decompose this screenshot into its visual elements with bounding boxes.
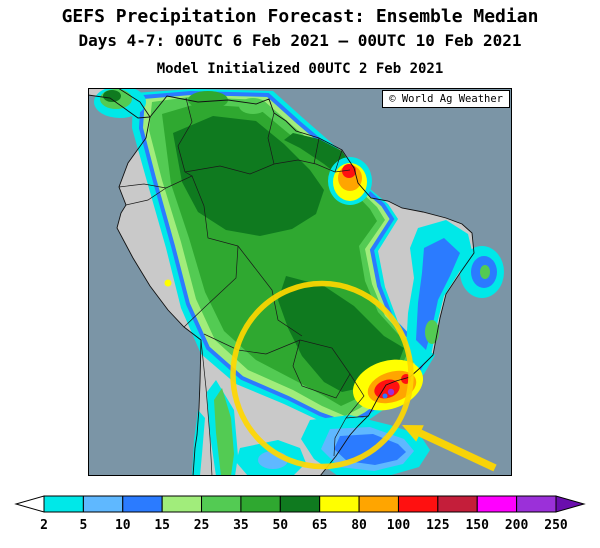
colorbar-segment-13: [516, 495, 557, 513]
highlight-arrow: [402, 425, 497, 472]
colorbar-tick-125: 125: [426, 518, 449, 533]
colorbar-tick-2: 2: [40, 518, 48, 533]
watermark-box: © World Ag Weather: [382, 90, 510, 108]
precip-northwest: [94, 88, 267, 118]
colorbar-tick-65: 65: [312, 518, 328, 533]
country-borders: [118, 97, 370, 476]
precip-main-system: [132, 89, 435, 430]
map-svg: [88, 88, 512, 476]
colorbar-tick-250: 250: [544, 518, 568, 533]
map-frame: [88, 88, 512, 476]
colorbar-segment-5: [201, 495, 242, 513]
colorbar-segment-8: [319, 495, 360, 513]
header-subtitle: Days 4-7: 00UTC 6 Feb 2021 — 00UTC 10 Fe…: [78, 31, 522, 50]
precip-andes-strips: [192, 380, 238, 476]
colorbar-tick-25: 25: [194, 518, 210, 533]
colorbar-tick-5: 5: [79, 518, 87, 533]
colorbar-right-arrow: [555, 495, 586, 513]
colorbar-segment-11: [437, 495, 478, 513]
highlight-circle: [230, 280, 414, 470]
colorbar: 2 5 10 15 25 35 50 65 80 100 125 150 200 250: [0, 492, 600, 540]
colorbar-segment-6: [240, 495, 281, 513]
colorbar-tick-80: 80: [351, 518, 367, 533]
colorbar-segment-10: [397, 495, 439, 513]
watermark-text: © World Ag Weather: [389, 93, 503, 105]
header-init-line: Model Initialized 00UTC 2 Feb 2021: [156, 61, 444, 77]
colorbar-segment-1: [43, 495, 84, 513]
header-title: GEFS Precipitation Forecast: Ensemble Me…: [61, 6, 539, 27]
colorbar-tick-15: 15: [154, 518, 170, 533]
colorbar-tick-100: 100: [387, 518, 411, 533]
colorbar-svg: 2 5 10 15 25 35 50 65 80 100 125 150 200 250: [14, 495, 586, 533]
colorbar-tick-50: 50: [272, 518, 288, 533]
colorbar-segment-4: [161, 495, 203, 513]
colorbar-segment-9: [358, 495, 399, 513]
coastline: [88, 88, 475, 476]
colorbar-tick-200: 200: [505, 518, 529, 533]
colorbar-segment-12: [476, 495, 518, 513]
colorbar-tick-10: 10: [115, 518, 131, 533]
precip-amazon-mouth-cell: [328, 157, 372, 205]
forecast-map: © World Ag Weather: [88, 88, 512, 476]
colorbar-segment-3: [122, 495, 163, 513]
colorbar-tick-35: 35: [233, 518, 249, 533]
colorbar-segment-2: [82, 495, 124, 513]
colorbar-segment-7: [279, 495, 321, 513]
colorbar-left-arrow: [14, 495, 45, 513]
colorbar-tick-150: 150: [465, 518, 489, 533]
precip-northeast-coast: [406, 220, 504, 369]
